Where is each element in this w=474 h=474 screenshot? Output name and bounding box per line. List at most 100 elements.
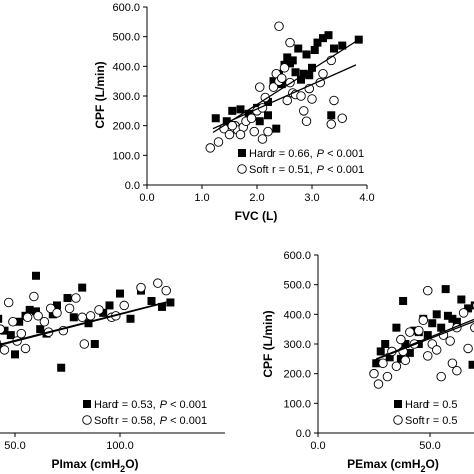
- point-hard: [327, 111, 336, 120]
- point-soft: [71, 293, 81, 303]
- point-hard: [381, 340, 390, 348]
- legend-r-value: r = 0.5: [426, 415, 458, 427]
- point-soft: [64, 303, 75, 314]
- x-tick-label: 1.0: [194, 192, 209, 204]
- x-axis-label: FVC (L): [235, 209, 278, 223]
- point-soft: [414, 325, 424, 336]
- point-soft: [337, 113, 348, 123]
- y-tick-label: 500.0: [112, 32, 140, 44]
- legend-name: Hard: [405, 399, 429, 411]
- point-soft: [0, 324, 6, 334]
- point-hard: [313, 38, 322, 47]
- legend-p-symbol: P: [317, 148, 325, 160]
- x-axis-label-end: O): [125, 457, 138, 471]
- point-soft: [274, 21, 284, 32]
- point-soft: [246, 113, 257, 123]
- point-hard: [57, 363, 66, 372]
- x-axis-label: PEmax (cmH2O): [347, 457, 439, 474]
- y-tick-label: 0.0: [296, 428, 311, 440]
- legend-p-value: < 0.001: [167, 399, 207, 411]
- point-hard: [6, 331, 15, 340]
- point-soft: [3, 297, 14, 308]
- point-soft: [16, 328, 27, 339]
- x-tick-label: 50.0: [419, 440, 440, 452]
- point-hard: [116, 289, 124, 298]
- legend-name: Hard: [94, 399, 118, 411]
- point-hard: [228, 106, 237, 115]
- legend-marker-soft: [237, 164, 247, 174]
- trendline-hard: [375, 318, 474, 360]
- x-tick-label: 0.0: [139, 192, 154, 204]
- point-soft: [227, 120, 237, 131]
- y-tick-label: 100.0: [283, 398, 311, 410]
- point-soft: [382, 371, 393, 382]
- point-soft: [369, 368, 379, 379]
- point-hard: [99, 308, 108, 317]
- point-hard: [452, 317, 461, 326]
- point-hard: [264, 97, 272, 106]
- point-hard: [372, 359, 381, 368]
- x-axis-label: PImax (cmH2O): [51, 457, 138, 474]
- point-soft: [77, 312, 87, 323]
- point-soft: [0, 345, 10, 355]
- point-soft: [423, 285, 433, 296]
- point-hard: [443, 311, 452, 320]
- point-soft: [307, 94, 317, 104]
- point-soft: [326, 119, 337, 129]
- point-hard: [147, 296, 156, 305]
- legend-p-value: < 0.001: [324, 148, 364, 160]
- point-soft: [39, 317, 50, 327]
- point-soft: [153, 278, 163, 288]
- legend-entry-soft: Softr = 0.5: [405, 415, 458, 427]
- point-soft: [463, 343, 473, 354]
- point-soft: [296, 91, 306, 101]
- y-tick-label: 200.0: [112, 121, 140, 133]
- legend-r-value: r = 0.66,: [272, 148, 313, 160]
- y-tick-label: 400.0: [112, 61, 140, 73]
- x-axis-label-main: PImax (cmH: [51, 457, 120, 471]
- point-soft: [447, 358, 458, 369]
- legend-name: Soft: [94, 415, 114, 427]
- point-soft: [458, 308, 469, 318]
- plot-marks: [205, 21, 363, 153]
- point-hard: [272, 124, 281, 133]
- legend-entry-soft: Soft r = 0.51, P < 0.001: [249, 164, 364, 176]
- legend-r-value: r = 0.53,: [115, 399, 156, 411]
- y-tick-label: 100.0: [112, 150, 140, 162]
- point-soft: [52, 308, 62, 318]
- y-axis-label: CPF (L/min): [261, 310, 275, 377]
- legend-p-symbol: P: [317, 164, 325, 176]
- point-soft: [20, 343, 31, 354]
- point-soft: [94, 305, 104, 315]
- point-soft: [405, 327, 415, 337]
- x-axis-label-subscript: 2: [421, 464, 426, 474]
- point-hard: [401, 340, 410, 348]
- legend-marker-hard: [83, 400, 91, 408]
- point-hard: [244, 109, 253, 118]
- x-tick-label: 2.0: [249, 192, 264, 204]
- point-hard: [84, 319, 93, 328]
- x-axis-label-main: PEmax (cmH: [347, 457, 420, 471]
- point-hard: [330, 44, 338, 53]
- plot-marks: [0, 271, 175, 372]
- point-hard: [236, 105, 245, 114]
- point-soft: [235, 129, 246, 140]
- point-soft: [268, 82, 279, 92]
- point-soft: [29, 291, 39, 302]
- point-soft: [161, 285, 171, 296]
- point-hard: [126, 314, 135, 323]
- y-tick-label: 600.0: [283, 250, 311, 262]
- point-hard: [468, 360, 474, 369]
- point-hard: [376, 347, 385, 356]
- point-soft: [329, 95, 339, 106]
- legend-entry-hard: Hardr = 0.5: [405, 399, 458, 411]
- point-soft: [136, 282, 146, 293]
- point-soft: [318, 68, 328, 79]
- y-axis-label: CPF (L/min): [93, 61, 107, 128]
- point-soft: [33, 311, 43, 321]
- point-hard: [211, 114, 220, 123]
- legend-p-symbol: P: [160, 415, 168, 427]
- point-hard: [78, 283, 87, 292]
- y-tick-label: 200.0: [283, 369, 311, 381]
